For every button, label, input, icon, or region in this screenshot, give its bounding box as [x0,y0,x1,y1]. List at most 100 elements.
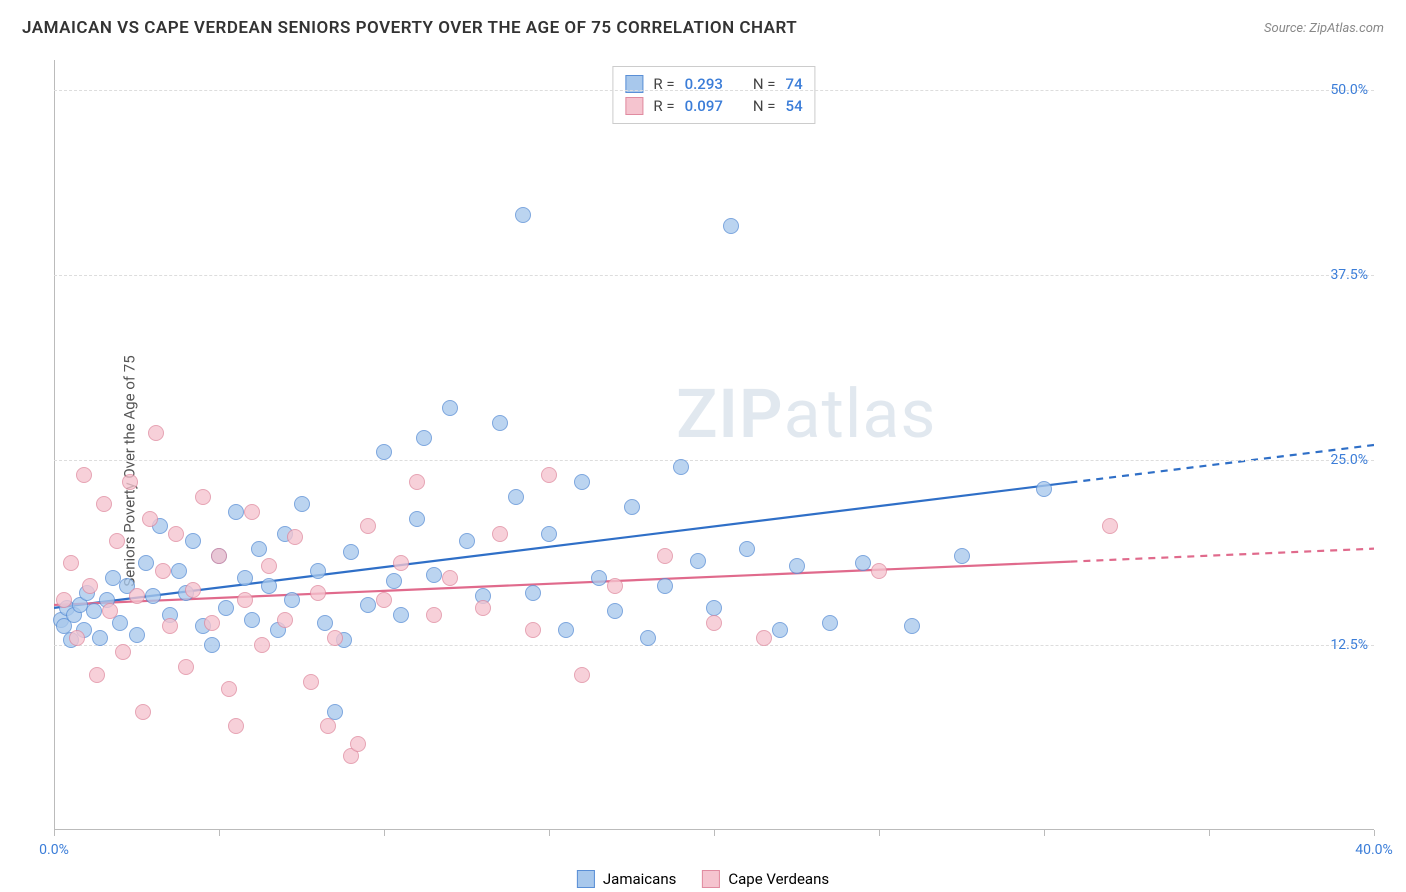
scatter-point [772,622,788,638]
scatter-point [409,511,425,527]
scatter-point [515,207,531,223]
scatter-point [171,563,187,579]
scatter-point [129,588,145,604]
stats-row: R = 0.097 N = 54 [625,95,802,117]
y-tick-label: 25.0% [1330,452,1368,468]
chart-container: Seniors Poverty Over the Age of 75 ZIPat… [0,50,1406,892]
x-tick-mark [1044,830,1045,836]
chart-header: JAMAICAN VS CAPE VERDEAN SENIORS POVERTY… [0,0,1406,46]
scatter-point [204,615,220,631]
scatter-point [706,600,722,616]
scatter-point [244,612,260,628]
scatter-point [591,570,607,586]
watermark-atlas: atlas [784,374,937,454]
scatter-point [287,529,303,545]
scatter-point [178,659,194,675]
scatter-point [574,667,590,683]
scatter-point [96,496,112,512]
scatter-point [360,518,376,534]
r-label: R = [653,97,674,115]
scatter-point [871,563,887,579]
scatter-point [294,496,310,512]
scatter-point [492,526,508,542]
x-tick-mark [54,830,55,836]
scatter-point [673,459,689,475]
scatter-point [393,607,409,623]
scatter-point [228,718,244,734]
scatter-point [327,630,343,646]
scatter-point [115,644,131,660]
r-value: 0.097 [685,97,723,115]
n-value: 54 [786,97,803,115]
series-swatch [625,97,643,115]
scatter-point [822,615,838,631]
scatter-point [904,618,920,634]
scatter-point [317,615,333,631]
scatter-point [393,555,409,571]
scatter-point [145,588,161,604]
watermark-zip: ZIP [676,374,783,454]
scatter-point [954,548,970,564]
scatter-point [789,558,805,574]
scatter-point [82,578,98,594]
legend-label: Jamaicans [603,870,676,888]
scatter-point [327,704,343,720]
scatter-point [142,511,158,527]
legend-swatch [702,870,720,888]
scatter-point [162,618,178,634]
scatter-point [657,578,673,594]
scatter-point [218,600,234,616]
scatter-point [320,718,336,734]
scatter-point [541,467,557,483]
x-tick-mark [384,830,385,836]
scatter-point [426,567,442,583]
scatter-point [204,637,220,653]
scatter-point [155,563,171,579]
watermark: ZIPatlas [676,374,936,454]
scatter-point [310,563,326,579]
scatter-point [284,592,300,608]
legend-item: Jamaicans [577,870,676,888]
plot-area: ZIPatlas R =0.293N =74R =0.097N =54 12.5… [54,60,1374,830]
trend-lines [54,60,1374,830]
scatter-point [251,541,267,557]
scatter-point [185,533,201,549]
correlation-stats-box: R =0.293N =74 R = 0.097 N = 54 [612,66,815,124]
scatter-point [89,667,105,683]
stats-row: R =0.293N =74 [625,73,802,95]
scatter-point [56,592,72,608]
x-tick-label: 40.0% [1355,842,1393,858]
scatter-point [723,218,739,234]
scatter-point [228,504,244,520]
scatter-point [657,548,673,564]
scatter-point [138,555,154,571]
scatter-point [168,526,184,542]
scatter-point [237,592,253,608]
scatter-point [102,603,118,619]
scatter-point [360,597,376,613]
trend-line-dashed [1070,445,1374,482]
y-axis-line [54,60,55,830]
x-tick-mark [1209,830,1210,836]
scatter-point [574,474,590,490]
trend-line-solid [54,562,1070,605]
gridline [54,275,1374,276]
scatter-point [376,592,392,608]
scatter-point [185,582,201,598]
gridline [54,90,1374,91]
y-tick-label: 37.5% [1330,267,1368,283]
scatter-point [558,622,574,638]
scatter-point [1102,518,1118,534]
scatter-point [148,425,164,441]
scatter-point [690,553,706,569]
scatter-point [640,630,656,646]
n-label: N = [753,97,776,115]
scatter-point [135,704,151,720]
legend-swatch [577,870,595,888]
scatter-point [63,555,79,571]
scatter-point [129,627,145,643]
scatter-point [855,555,871,571]
x-tick-mark [714,830,715,836]
scatter-point [442,400,458,416]
scatter-point [376,444,392,460]
